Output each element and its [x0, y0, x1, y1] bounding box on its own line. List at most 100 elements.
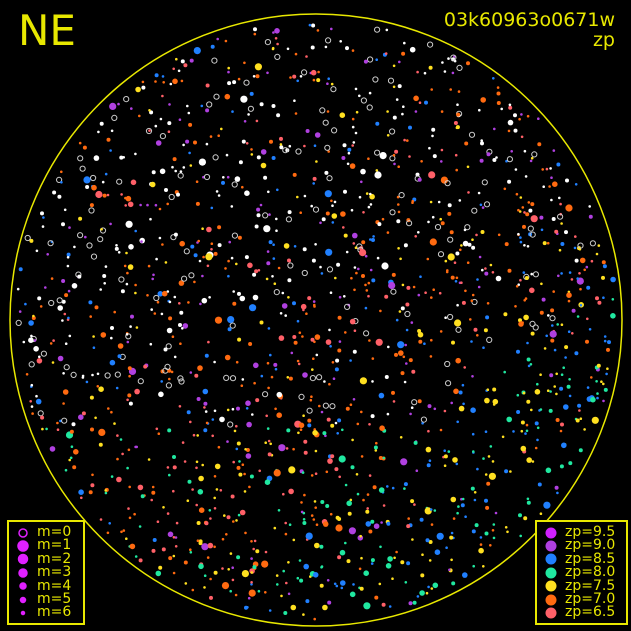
star-point — [168, 316, 173, 321]
star-point — [380, 521, 383, 524]
star-point — [486, 336, 493, 343]
star-point — [577, 242, 584, 249]
star-point — [376, 256, 380, 260]
star-point — [571, 308, 576, 313]
star-point — [206, 226, 212, 233]
zp-label: zp=9.0 — [565, 537, 616, 554]
star-point — [504, 526, 508, 529]
star-point — [517, 208, 520, 212]
star-point — [341, 428, 344, 432]
star-point — [450, 531, 454, 535]
star-point — [249, 91, 254, 96]
star-point — [52, 190, 57, 195]
star-point — [210, 248, 213, 251]
star-point — [360, 455, 364, 458]
star-point — [125, 251, 128, 255]
star-point — [345, 250, 349, 254]
star-point — [155, 427, 159, 431]
star-point — [186, 104, 189, 108]
star-point — [299, 578, 304, 583]
star-point — [344, 331, 347, 334]
star-point — [215, 488, 219, 491]
star-point — [221, 567, 224, 570]
star-point — [555, 372, 558, 376]
star-point — [542, 241, 547, 246]
star-point — [280, 594, 283, 598]
star-point — [417, 331, 424, 338]
star-point — [447, 203, 452, 208]
star-point — [394, 149, 399, 154]
zp-swatch-icon — [543, 593, 559, 607]
star-point — [245, 400, 251, 407]
star-point — [539, 512, 543, 515]
star-point — [454, 153, 458, 157]
star-point — [24, 234, 31, 242]
star-point — [314, 449, 318, 453]
star-point — [171, 335, 175, 339]
star-point — [453, 388, 459, 395]
star-point — [561, 442, 567, 449]
star-point — [492, 158, 497, 162]
star-point — [287, 262, 294, 269]
star-point — [153, 312, 157, 315]
star-point — [52, 339, 55, 342]
star-point — [590, 259, 594, 263]
star-point — [385, 28, 389, 32]
star-point — [83, 176, 91, 184]
star-point — [525, 429, 529, 433]
star-point — [81, 411, 86, 416]
star-point — [253, 539, 257, 543]
star-point — [451, 71, 455, 75]
magnitude-label: m=6 — [37, 604, 72, 621]
star-point — [431, 127, 436, 132]
star-point — [496, 86, 500, 89]
star-point — [258, 469, 262, 473]
star-point — [68, 458, 71, 462]
star-point — [148, 109, 151, 112]
star-point — [430, 587, 434, 590]
star-point — [427, 41, 434, 48]
star-point — [386, 231, 390, 234]
star-point — [292, 301, 296, 306]
star-point — [386, 521, 391, 526]
star-point — [29, 400, 32, 403]
star-point — [252, 272, 257, 277]
star-point — [198, 507, 205, 513]
star-point — [406, 139, 409, 142]
star-point — [408, 358, 413, 363]
star-point — [99, 518, 103, 521]
star-point — [430, 88, 434, 91]
star-point — [45, 427, 48, 431]
star-point — [470, 486, 475, 491]
star-point — [552, 149, 556, 152]
star-point — [109, 149, 112, 152]
star-point — [610, 276, 616, 283]
star-point — [237, 77, 241, 81]
star-point — [107, 407, 110, 410]
zp-swatch-icon — [543, 552, 559, 566]
star-point — [193, 253, 198, 258]
star-point — [367, 56, 374, 63]
star-point — [298, 422, 305, 429]
star-point — [520, 420, 525, 425]
star-point — [519, 196, 523, 199]
star-point — [456, 103, 459, 106]
star-point — [100, 332, 107, 338]
star-point — [64, 342, 68, 346]
star-point — [447, 450, 451, 453]
star-point — [425, 538, 430, 543]
star-point — [256, 155, 261, 160]
star-point — [596, 392, 599, 395]
star-point — [90, 253, 98, 260]
star-point — [213, 496, 216, 500]
star-point — [450, 54, 457, 61]
star-point — [278, 335, 285, 341]
star-point — [361, 240, 366, 245]
star-point — [279, 312, 283, 315]
star-point — [272, 257, 276, 260]
star-point — [359, 586, 364, 591]
star-point — [406, 524, 411, 529]
star-point — [282, 492, 285, 496]
star-point — [427, 404, 432, 409]
star-point — [260, 149, 267, 155]
